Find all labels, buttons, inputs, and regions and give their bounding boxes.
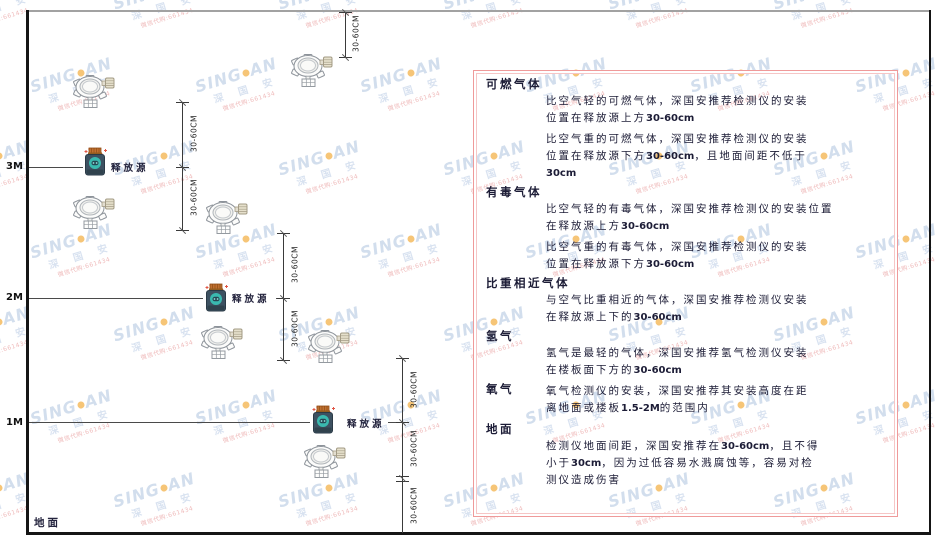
watermark-dot-icon [159,483,169,492]
section-oxygen: 氧气 氧气检测仪的安装，深国安推荐其安装高度在距 离地面或楼板1.5-2M的范围… [486,383,889,417]
watermark-dot-icon [76,400,86,409]
watermark-dot-icon [901,68,911,77]
dimension-line [345,12,346,57]
watermark-dot-icon [406,68,416,77]
watermark-dot-icon [159,317,169,326]
watermark-dot-icon [324,317,334,326]
height-marker-3m: 3M [6,161,23,172]
section-title-flammable-gas: 可燃气体 [486,79,542,91]
watermark-dot-icon [76,234,86,243]
leader-line-1m-right [388,422,403,423]
gas-detector-icon [307,329,351,368]
section-paragraph: 检测仪地面间距，深国安推荐在30-60cm，且不得 小于30cm，因为过低容易水… [546,441,820,486]
release-source-label: 释放源 [347,420,385,430]
height-marker-1m: 1M [6,417,23,428]
leader-line-3m [29,167,83,168]
right-wall-line [929,10,931,534]
dimension-line [283,233,284,360]
section-paragraph: 与空气比重相近的气体，深国安推荐检测仪安装 在释放源上下的30-60cm [546,295,809,323]
release-source-icon [312,405,335,434]
watermark-dot-icon [0,151,4,160]
leader-line-2m [29,298,203,299]
height-marker-2m: 2M [6,292,23,303]
watermark-dot-icon [0,483,4,492]
section-title-hydrogen: 氢气 [486,331,514,343]
dimension-tick [396,481,409,482]
watermark-dot-icon [159,151,169,160]
dimension-label: 30-60CM [189,115,199,153]
section-title-similar-density-gas: 比重相近气体 [486,278,570,290]
watermark-dot-icon [901,400,911,409]
gas-detector-icon [200,325,244,364]
section-title-ground: 地面 [486,424,514,436]
dimension-label: 30-60CM [290,246,300,284]
section-paragraph: 比空气重的有毒气体，深国安推荐检测仪的安装 位置在释放源下方30-60cm [546,242,809,270]
ground-line [26,532,931,535]
gas-detector-icon [205,200,249,239]
dimension-tick [396,476,409,477]
release-source-icon [84,147,107,176]
section-title-toxic-gas: 有毒气体 [486,187,542,199]
watermark-dot-icon [901,234,911,243]
section-paragraph: 比空气轻的有毒气体，深国安推荐检测仪的安装位置 在释放源上方30-60cm [546,204,834,232]
watermark-dot-icon [406,234,416,243]
ceiling-line [27,10,931,12]
left-wall-line [26,10,29,534]
guidelines-panel: 可燃气体 比空气轻的可燃气体，深国安推荐检测仪的安装 位置在释放源上方30-60… [473,70,898,517]
watermark-dot-icon [324,483,334,492]
dimension-line [402,358,403,533]
release-source-icon [205,283,228,312]
dimension-label: 30-60CM [409,430,419,468]
dimension-label: 30-60CM [409,371,419,409]
watermark-dot-icon [0,317,4,326]
gas-detector-icon [303,444,347,483]
watermark-dot-icon [324,151,334,160]
gas-detector-icon [290,53,334,92]
section-paragraph: 比空气轻的可燃气体，深国安推荐检测仪的安装 位置在释放源上方30-60cm [546,96,809,124]
section-paragraph: 氢气是最轻的气体，深国安推荐氢气检测仪安装 在楼板面下方的30-60cm [546,348,809,376]
gas-detector-icon [72,195,116,234]
dimension-label: 30-60CM [351,15,361,53]
section-title-oxygen: 氧气 [486,384,514,396]
watermark-dot-icon [241,400,251,409]
dimension-label: 30-60CM [189,179,199,217]
section-paragraph: 氧气检测仪的安装，深国安推荐其安装高度在距 离地面或楼板1.5-2M的范围内 [546,386,809,414]
dimension-label: 30-60CM [409,487,419,525]
release-source-label: 释放源 [111,164,149,174]
watermark-dot-icon [241,68,251,77]
ground-label: 地面 [34,518,61,529]
leader-line-1m [29,422,310,423]
dimension-label: 30-60CM [290,310,300,348]
release-source-label: 释放源 [232,295,270,305]
gas-detector-icon [72,74,116,113]
section-paragraph: 比空气重的可燃气体，深国安推荐检测仪的安装 位置在释放源下方30-60cm，且地… [546,134,809,179]
